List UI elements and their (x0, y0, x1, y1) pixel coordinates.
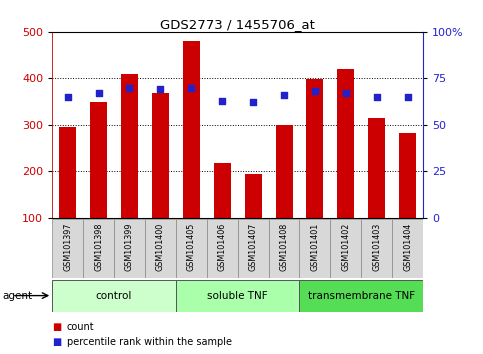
Title: GDS2773 / 1455706_at: GDS2773 / 1455706_at (160, 18, 315, 31)
Text: GSM101403: GSM101403 (372, 222, 381, 271)
Text: ■: ■ (52, 337, 61, 347)
Text: GSM101408: GSM101408 (280, 222, 288, 271)
Bar (52, 280, 176, 312)
Bar (207, 219, 238, 278)
Text: ■: ■ (52, 322, 61, 332)
Text: GSM101397: GSM101397 (63, 222, 72, 271)
Point (404, 94, 412, 100)
Point (342, 90, 350, 96)
Bar (244, 175, 262, 218)
Text: GSM101399: GSM101399 (125, 222, 134, 271)
Text: count: count (67, 322, 94, 332)
Text: GSM101400: GSM101400 (156, 222, 165, 271)
Bar (176, 280, 299, 312)
Bar (337, 69, 355, 218)
Point (126, 85, 133, 91)
Bar (213, 163, 231, 218)
Text: transmembrane TNF: transmembrane TNF (308, 291, 415, 301)
Bar (52, 219, 83, 278)
Point (311, 88, 319, 94)
Point (95, 90, 102, 96)
Bar (269, 219, 299, 278)
Text: percentile rank within the sample: percentile rank within the sample (67, 337, 232, 347)
Point (249, 100, 257, 105)
Text: agent: agent (2, 291, 32, 301)
Text: GSM101402: GSM101402 (341, 222, 350, 271)
Bar (152, 93, 169, 218)
Bar (299, 219, 330, 278)
Text: GSM101406: GSM101406 (218, 222, 227, 271)
Bar (361, 219, 392, 278)
Bar (399, 133, 416, 218)
Text: GSM101401: GSM101401 (311, 222, 319, 271)
Bar (176, 219, 207, 278)
Text: soluble TNF: soluble TNF (207, 291, 268, 301)
Text: control: control (96, 291, 132, 301)
Bar (368, 118, 385, 218)
Bar (90, 103, 107, 218)
Bar (59, 127, 76, 218)
Point (373, 94, 381, 100)
Bar (83, 219, 114, 278)
Point (280, 92, 288, 98)
Bar (238, 219, 269, 278)
Bar (306, 79, 324, 218)
Point (64, 94, 71, 100)
Point (187, 85, 195, 91)
Text: GSM101398: GSM101398 (94, 222, 103, 271)
Bar (330, 219, 361, 278)
Text: GSM101405: GSM101405 (187, 222, 196, 271)
Bar (121, 74, 138, 218)
Bar (275, 125, 293, 218)
Text: GSM101407: GSM101407 (249, 222, 257, 271)
Bar (392, 219, 423, 278)
Bar (299, 280, 423, 312)
Bar (114, 219, 145, 278)
Point (156, 87, 164, 92)
Point (218, 98, 226, 103)
Text: GSM101404: GSM101404 (403, 222, 412, 271)
Bar (145, 219, 176, 278)
Bar (183, 41, 200, 218)
